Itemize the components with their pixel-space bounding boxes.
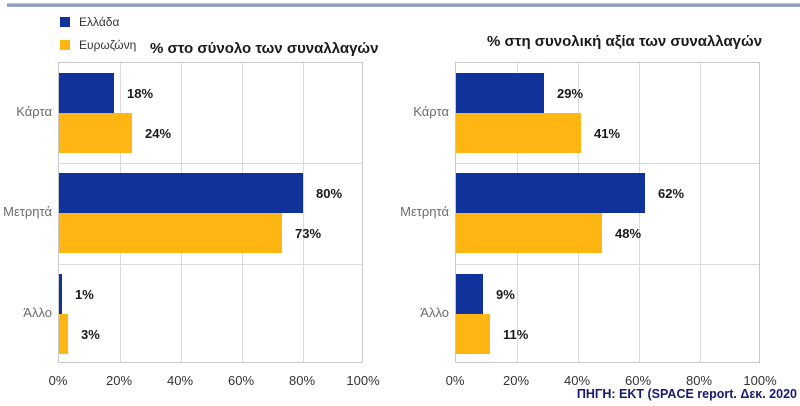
bar	[59, 173, 303, 213]
value-label: 80%	[316, 185, 343, 201]
category-label: Κάρτα	[413, 104, 449, 119]
top-divider-line	[7, 3, 800, 7]
bar	[456, 73, 544, 113]
right-chart-title: % στη συνολική αξία των συναλλαγών	[487, 33, 763, 50]
value-label: 48%	[615, 225, 642, 241]
category-label: Μετρητά	[400, 204, 449, 219]
category-label: Άλλο	[420, 305, 449, 320]
x-axis-tick-label: 40%	[563, 373, 591, 388]
category-separator-gridline	[59, 264, 362, 265]
x-axis-tick-label: 60%	[227, 373, 255, 388]
category-label: Κάρτα	[16, 104, 52, 119]
legend-item-eurozone: Ευρωζώνη	[60, 36, 136, 53]
category-label: Μετρητά	[3, 204, 52, 219]
right-chart: 29% 41% 62% 48% 9% 11% Κάρτα Μετρητά Άλλο 0% 20% 4…	[397, 62, 797, 406]
category-label: Άλλο	[23, 305, 52, 320]
bar	[59, 274, 62, 314]
source-note: ΠΗΓΗ: ΕΚΤ (SPACE report. Δεκ. 2020	[576, 387, 797, 401]
value-label: 62%	[658, 185, 685, 201]
category-separator-gridline	[59, 163, 362, 164]
vertical-gridline	[700, 63, 701, 362]
left-chart-plot-area: 18% 24% 80% 73% 1% 3%	[58, 62, 363, 363]
legend-item-greece: Ελλάδα	[60, 13, 136, 30]
x-axis-tick-label: 40%	[166, 373, 194, 388]
left-chart: 18% 24% 80% 73% 1% 3% Κάρτα Μετρητά Άλλο 0% 20% 40…	[0, 62, 400, 406]
bar	[456, 113, 581, 153]
x-axis-tick-label: 60%	[624, 373, 652, 388]
x-axis-tick-label: 80%	[288, 373, 316, 388]
legend-label-eurozone: Ευρωζώνη	[79, 37, 137, 52]
bar	[456, 274, 483, 314]
vertical-gridline	[303, 63, 304, 362]
bar	[59, 314, 68, 354]
x-axis-tick-label: 0%	[48, 373, 68, 388]
x-axis-tick-label: 20%	[502, 373, 530, 388]
bar	[456, 314, 490, 354]
right-chart-plot-area: 29% 41% 62% 48% 9% 11%	[455, 62, 760, 363]
value-label: 29%	[557, 85, 584, 101]
category-separator-gridline	[456, 264, 759, 265]
value-label: 24%	[145, 125, 172, 141]
value-label: 3%	[81, 326, 100, 342]
value-label: 9%	[496, 286, 515, 302]
greece-color-swatch-icon	[60, 16, 70, 27]
bar	[59, 113, 132, 153]
eurozone-color-swatch-icon	[60, 39, 70, 50]
x-axis-tick-label: 20%	[105, 373, 133, 388]
x-axis-tick-label: 80%	[685, 373, 713, 388]
category-separator-gridline	[456, 163, 759, 164]
bar	[456, 213, 602, 253]
value-label: 73%	[295, 225, 322, 241]
value-label: 41%	[594, 125, 621, 141]
bar	[59, 213, 282, 253]
bar	[59, 73, 114, 113]
left-chart-title: % στο σύνολο των συναλλαγών	[150, 40, 379, 57]
value-label: 1%	[75, 286, 94, 302]
value-label: 11%	[503, 326, 529, 342]
x-axis-tick-label: 100%	[743, 373, 777, 388]
x-axis-tick-label: 0%	[445, 373, 465, 388]
x-axis-tick-label: 100%	[346, 373, 380, 388]
chart-legend: Ελλάδα Ευρωζώνη	[60, 13, 136, 59]
value-label: 18%	[127, 85, 154, 101]
bar	[456, 173, 645, 213]
legend-label-greece: Ελλάδα	[79, 14, 120, 29]
